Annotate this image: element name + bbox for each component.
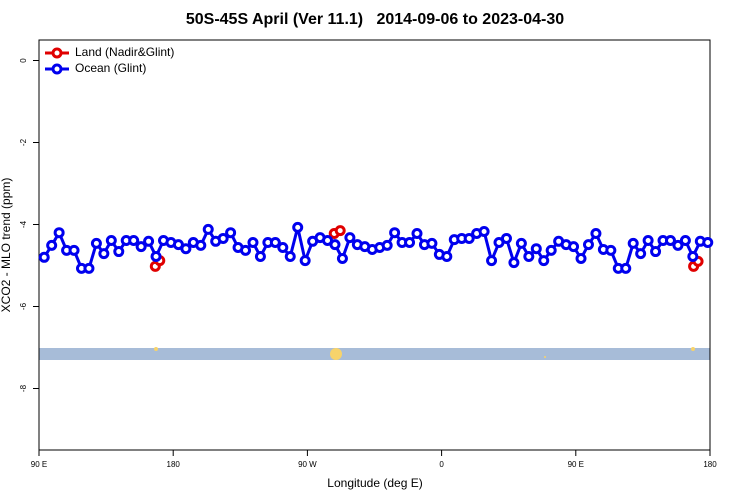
point <box>620 262 632 274</box>
point <box>404 237 416 249</box>
x-tick-label: 180 <box>167 460 181 469</box>
point <box>515 237 527 249</box>
point <box>590 228 602 240</box>
point <box>605 244 617 256</box>
point <box>642 234 654 246</box>
legend-label: Land (Nadir&Glint) <box>75 45 174 59</box>
x-tick-label: 90 E <box>568 460 584 469</box>
point <box>582 239 594 251</box>
point <box>411 228 423 240</box>
x-tick-label: 90 W <box>298 460 317 469</box>
point <box>486 255 498 267</box>
point <box>225 227 237 239</box>
point <box>254 250 266 262</box>
point <box>53 227 65 239</box>
point <box>344 232 356 244</box>
legend-marker <box>51 47 63 59</box>
y-tick-label: 0 <box>19 58 28 63</box>
point <box>702 237 714 249</box>
point <box>277 241 289 253</box>
point <box>247 237 259 249</box>
point <box>538 255 550 267</box>
point <box>523 250 535 262</box>
legend-label: Ocean (Glint) <box>75 61 146 75</box>
point <box>143 235 155 247</box>
point <box>508 257 520 269</box>
point <box>568 241 580 253</box>
point <box>105 234 117 246</box>
point <box>545 244 557 256</box>
point <box>441 250 453 262</box>
point <box>269 237 281 249</box>
point <box>135 241 147 253</box>
x-tick-label: 90 E <box>31 460 47 469</box>
point <box>113 246 125 258</box>
x-tick-label: 0 <box>439 460 444 469</box>
point <box>150 250 162 262</box>
point <box>627 237 639 249</box>
point <box>240 244 252 256</box>
y-axis-label: XCO2 - MLO trend (ppm) <box>0 178 13 313</box>
point <box>463 232 475 244</box>
point <box>46 239 58 251</box>
point <box>334 225 346 237</box>
point <box>635 248 647 260</box>
point <box>292 221 304 233</box>
point <box>284 250 296 262</box>
point <box>128 234 140 246</box>
point <box>180 243 192 255</box>
point <box>202 223 214 235</box>
y-tick-label: -6 <box>19 302 28 310</box>
point <box>195 239 207 251</box>
point <box>575 253 587 265</box>
x-axis-label: Longitude (deg E) <box>327 476 422 490</box>
point <box>426 237 438 249</box>
point <box>83 262 95 274</box>
surface-band <box>39 348 710 360</box>
point <box>664 234 676 246</box>
point <box>381 239 393 251</box>
point <box>650 246 662 258</box>
point <box>329 239 341 251</box>
point <box>336 253 348 265</box>
y-tick-label: -2 <box>19 138 28 146</box>
point <box>389 227 401 239</box>
point <box>478 225 490 237</box>
y-tick-label: -4 <box>19 220 28 228</box>
point <box>500 232 512 244</box>
band-dots <box>154 347 695 360</box>
point <box>38 251 50 263</box>
point <box>530 243 542 255</box>
y-tick-label: -8 <box>19 384 28 392</box>
point <box>68 244 80 256</box>
point <box>217 232 229 244</box>
legend-marker <box>51 63 63 75</box>
chart-title: 50S-45S April (Ver 11.1) 2014-09-06 to 2… <box>186 11 564 28</box>
point <box>98 248 110 260</box>
point <box>672 239 684 251</box>
x-tick-label: 180 <box>703 460 717 469</box>
point <box>90 237 102 249</box>
point <box>299 255 311 267</box>
point <box>687 250 699 262</box>
point <box>679 234 691 246</box>
